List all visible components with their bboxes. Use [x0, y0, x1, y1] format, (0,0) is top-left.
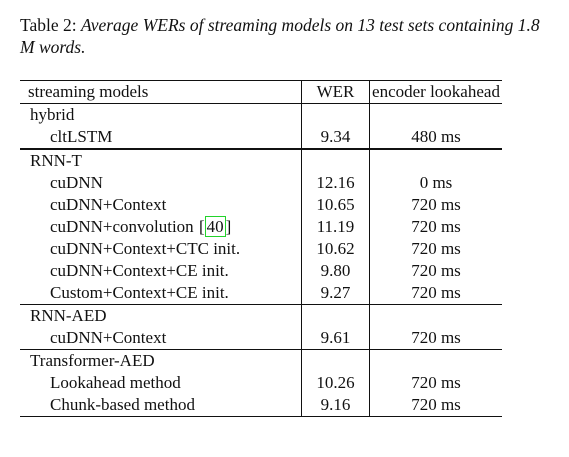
header-row: streaming models WER encoder lookahead [20, 80, 502, 104]
group-name: RNN-AED [20, 304, 302, 327]
citation-number[interactable]: 40 [204, 216, 226, 237]
lookahead-value: 720 ms [369, 260, 502, 282]
group-row-rnn-aed: RNN-AED [20, 304, 502, 327]
lookahead-value: 720 ms [369, 194, 502, 216]
lookahead-value: 720 ms [369, 216, 502, 238]
group-name: hybrid [30, 105, 75, 124]
wer-value: 9.34 [301, 126, 370, 149]
model-name: cuDNN+convolution [50, 217, 194, 236]
model-name-with-citation: cuDNN+convolution [40] [20, 216, 302, 238]
model-name: cuDNN+Context+CE init. [50, 261, 229, 280]
table-row: Lookahead method 10.26 720 ms [20, 372, 502, 394]
wer-value: 9.16 [301, 394, 370, 417]
wer-value: 10.26 [301, 372, 370, 394]
caption-label: Table 2: [20, 15, 77, 35]
lookahead-value: 720 ms [369, 394, 502, 417]
wer-value: 9.27 [301, 282, 370, 305]
model-name: cuDNN [50, 173, 103, 192]
wer-value: 10.65 [301, 194, 370, 216]
model-name: Lookahead method [50, 373, 181, 392]
table-row: cuDNN+Context 10.65 720 ms [20, 194, 502, 216]
wer-value: 11.19 [301, 216, 370, 238]
model-name: cuDNN+Context [50, 328, 167, 347]
header-streaming-models: streaming models [20, 80, 302, 104]
model-name: cuDNN+Context+CTC init. [50, 239, 241, 258]
model-name: cuDNN+Context [50, 195, 167, 214]
group-name: Transformer-AED [20, 349, 302, 372]
wer-value: 9.61 [301, 327, 370, 350]
table-body: hybrid cltLSTM 9.34 480 ms RNN-T cuDNN 1… [20, 103, 502, 417]
lookahead-value: 0 ms [369, 172, 502, 194]
table-row: cuDNN+convolution [40] 11.19 720 ms [20, 216, 502, 238]
table-row: Custom+Context+CE init. 9.27 720 ms [20, 282, 502, 305]
table-row: cuDNN+Context 9.61 720 ms [20, 327, 502, 350]
lookahead-value: 720 ms [369, 282, 502, 305]
results-table: streaming models WER encoder lookahead h… [20, 80, 502, 417]
table-row: cltLSTM 9.34 480 ms [20, 126, 502, 149]
wer-value: 10.62 [301, 238, 370, 260]
group-row-rnn-t: RNN-T [20, 148, 502, 172]
wer-value: 12.16 [301, 172, 370, 194]
lookahead-value: 720 ms [369, 372, 502, 394]
wer-value: 9.80 [301, 260, 370, 282]
lookahead-value: 720 ms [369, 327, 502, 350]
model-name: Chunk-based method [20, 394, 302, 417]
table-row: cuDNN 12.16 0 ms [20, 172, 502, 194]
group-row-hybrid: hybrid [20, 103, 502, 126]
lookahead-value: 720 ms [369, 238, 502, 260]
table-caption: Table 2: Average WERs of streaming model… [20, 14, 550, 58]
table-row: cuDNN+Context+CTC init. 10.62 720 ms [20, 238, 502, 260]
header-encoder-lookahead: encoder lookahead [369, 80, 502, 104]
model-name: Custom+Context+CE init. [50, 283, 229, 302]
table-row: Chunk-based method 9.16 720 ms [20, 394, 502, 417]
group-name: RNN-T [20, 148, 302, 172]
lookahead-value: 480 ms [369, 126, 502, 149]
citation-link[interactable]: [40] [198, 216, 232, 237]
table-row: cuDNN+Context+CE init. 9.80 720 ms [20, 260, 502, 282]
model-name: cltLSTM [50, 127, 113, 146]
group-row-transformer-aed: Transformer-AED [20, 349, 502, 372]
header-wer: WER [301, 80, 370, 104]
caption-text: Average WERs of streaming models on 13 t… [20, 15, 540, 57]
